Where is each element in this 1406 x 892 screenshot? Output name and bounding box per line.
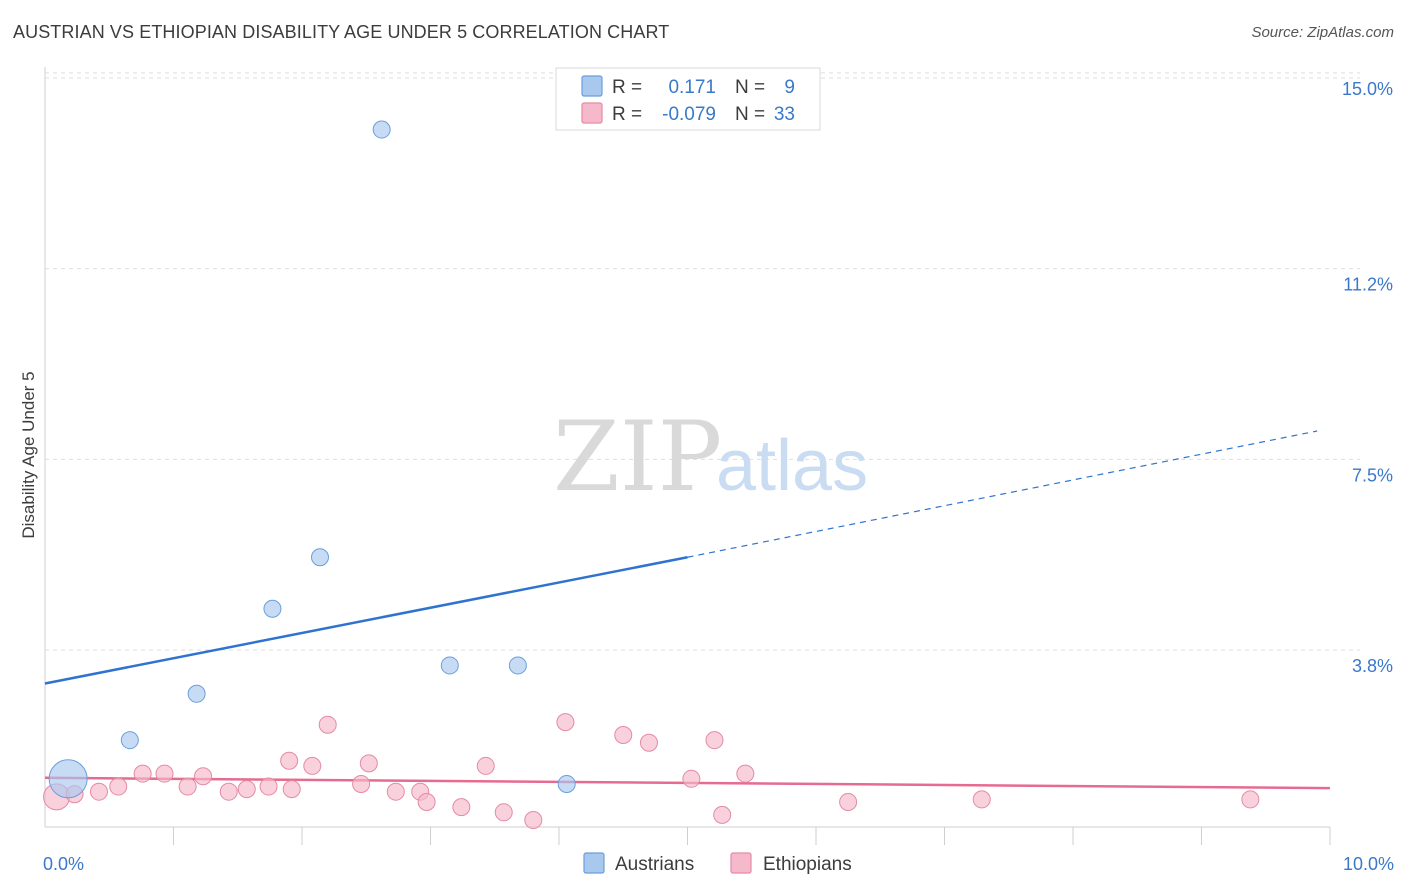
point-austrians: [557, 774, 576, 793]
point-austrians: [263, 599, 282, 618]
x-tick-label: 10.0%: [1343, 854, 1394, 874]
point-ethiopians: [639, 733, 658, 752]
point-ethiopians: [280, 751, 299, 770]
data-points: [43, 120, 1260, 830]
legend-r-label-0: R =: [612, 77, 642, 98]
point-austrians: [372, 120, 391, 139]
point-ethiopians: [352, 774, 371, 793]
y-tick-label: 3.8%: [1352, 656, 1393, 676]
legend-swatch-ethiopians: [581, 102, 603, 124]
point-ethiopians: [109, 777, 128, 796]
trend-line-austrians: [44, 556, 688, 685]
tick-labels: 3.8% 7.5% 11.2% 15.0% 0.0% 10.0%: [43, 79, 1394, 874]
legend-r-label-1: R =: [612, 104, 642, 125]
watermark-atlas: atlas: [716, 426, 868, 506]
point-ethiopians: [736, 764, 755, 783]
point-austrians: [48, 759, 88, 799]
point-ethiopians: [194, 767, 213, 786]
point-ethiopians: [1241, 790, 1260, 809]
y-tick-label: 7.5%: [1352, 465, 1393, 485]
bottom-legend: Austrians Ethiopians: [583, 852, 852, 875]
point-ethiopians: [417, 792, 436, 811]
point-ethiopians: [178, 777, 197, 796]
bottom-legend-label-austrians: Austrians: [615, 854, 694, 875]
bottom-legend-label-ethiopians: Ethiopians: [763, 854, 852, 875]
point-ethiopians: [133, 764, 152, 783]
point-ethiopians: [359, 754, 378, 773]
point-ethiopians: [682, 769, 701, 788]
point-ethiopians: [318, 715, 337, 734]
point-ethiopians: [972, 790, 991, 809]
point-ethiopians: [89, 782, 108, 801]
point-ethiopians: [839, 792, 858, 811]
point-ethiopians: [476, 756, 495, 775]
point-ethiopians: [237, 780, 256, 799]
legend-swatch-austrians: [581, 75, 603, 97]
point-ethiopians: [713, 805, 732, 824]
trend-line-extension-austrians: [687, 430, 1318, 558]
gridlines: [45, 72, 1360, 651]
point-ethiopians: [705, 731, 724, 750]
point-austrians: [187, 684, 206, 703]
legend-n-label-0: N =: [735, 77, 765, 98]
point-austrians: [120, 731, 139, 750]
legend-n-value-0: 9: [784, 77, 795, 98]
source-label: Source: ZipAtlas.com: [1251, 24, 1394, 41]
watermark-zip: ZIP: [553, 401, 722, 513]
legend-n-label-1: N =: [735, 104, 765, 125]
y-axis-title: Disability Age Under 5: [19, 371, 38, 538]
point-ethiopians: [155, 764, 174, 783]
legend-r-value-0: 0.171: [668, 77, 716, 98]
point-ethiopians: [386, 782, 405, 801]
point-ethiopians: [556, 713, 575, 732]
point-ethiopians: [282, 780, 301, 799]
bottom-legend-swatch-austrians: [583, 852, 605, 874]
legend-n-value-1: 33: [774, 104, 795, 125]
point-austrians: [310, 548, 329, 567]
point-ethiopians: [303, 756, 322, 775]
point-ethiopians: [452, 798, 471, 817]
y-tick-label: 15.0%: [1342, 79, 1393, 99]
point-austrians: [440, 656, 459, 675]
y-tick-label: 11.2%: [1343, 275, 1393, 295]
point-ethiopians: [219, 782, 238, 801]
point-ethiopians: [524, 811, 543, 830]
legend-box: R = 0.171 N = 9 R = -0.079 N = 33: [555, 67, 821, 131]
point-austrians: [508, 656, 527, 675]
point-ethiopians: [494, 803, 513, 822]
point-ethiopians: [614, 726, 633, 745]
point-ethiopians: [259, 777, 278, 796]
bottom-legend-swatch-ethiopians: [730, 852, 752, 874]
x-tick-label: 0.0%: [43, 854, 84, 874]
chart-title: AUSTRIAN VS ETHIOPIAN DISABILITY AGE UND…: [13, 22, 670, 42]
x-ticks: [173, 827, 1331, 845]
legend-r-value-1: -0.079: [662, 104, 716, 125]
